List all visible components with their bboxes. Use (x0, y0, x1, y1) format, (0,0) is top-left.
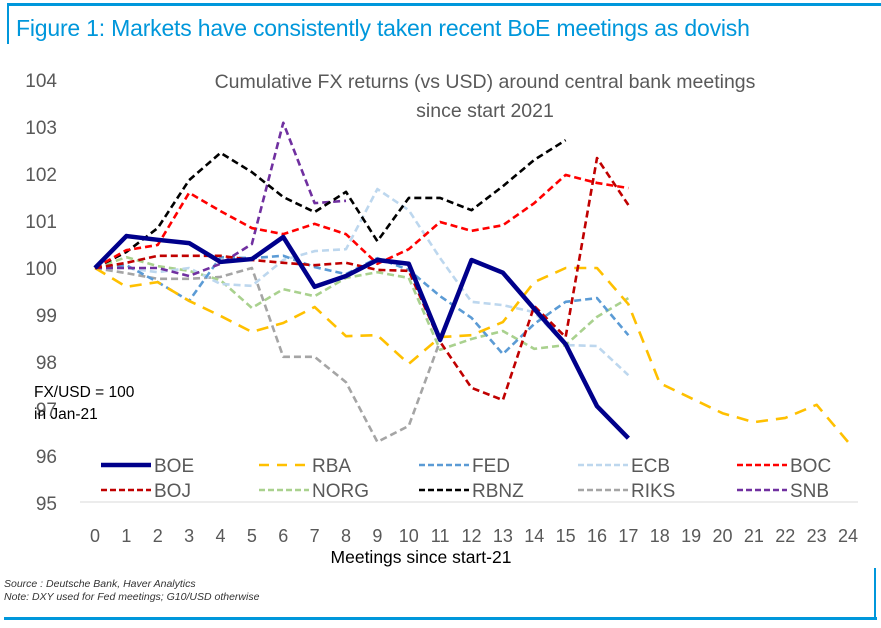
series-line-snb (95, 121, 347, 278)
x-tick-label: 16 (587, 526, 607, 546)
series-line-rbnz (94, 139, 567, 270)
x-tick-label: 17 (618, 526, 638, 546)
legend-label-norg: NORG (312, 481, 369, 502)
x-tick-label: 10 (399, 526, 419, 546)
series-line-rba (94, 266, 849, 443)
x-tick-label: 4 (215, 526, 225, 546)
x-tick-label: 0 (90, 526, 100, 546)
y-tick-label: 102 (25, 165, 57, 186)
legend-label-rba: RBA (312, 456, 351, 477)
chart-title-line-2: since start 2021 (416, 100, 554, 122)
figure-title: Figure 1: Markets have consistently take… (16, 15, 750, 41)
y-axis: 95 96 97 98 99 100 101 102 103 104 (25, 71, 57, 515)
x-tick-label: 14 (524, 526, 544, 546)
figure-title-rule (7, 6, 9, 44)
x-tick-label: 21 (744, 526, 764, 546)
x-tick-label: 3 (184, 526, 194, 546)
x-tick-label: 8 (341, 526, 351, 546)
source-text: Source : Deutsche Bank, Haver Analytics (4, 578, 196, 590)
y-tick-label: 103 (25, 118, 57, 139)
legend-label-boj: BOJ (154, 481, 191, 502)
x-tick-label: 24 (838, 526, 858, 546)
y-tick-label: 104 (25, 71, 57, 92)
x-tick-label: 1 (121, 526, 131, 546)
x-tick-label: 23 (807, 526, 827, 546)
y-tick-label: 101 (25, 212, 57, 233)
line-chart: Cumulative FX returns (vs USD) around ce… (25, 71, 858, 567)
legend-label-rbnz: RBNZ (472, 481, 524, 502)
x-tick-label: 9 (372, 526, 382, 546)
x-tick-label: 11 (431, 526, 450, 546)
series-line-norg (94, 255, 630, 352)
x-tick-label: 15 (556, 526, 576, 546)
figure-top-rule (7, 3, 881, 6)
series-line-riks (94, 266, 442, 444)
note-text: Note: DXY used for Fed meetings; G10/USD… (4, 591, 260, 603)
series-line-boe (93, 233, 630, 440)
figure-bottom-rule (4, 617, 877, 620)
y-tick-label: 100 (25, 259, 57, 280)
x-tick-label: 12 (461, 526, 481, 546)
y-tick-label: 95 (36, 494, 57, 515)
annotation-line-1: FX/USD = 100 (34, 384, 135, 401)
legend-label-riks: RIKS (631, 481, 675, 502)
x-axis: 0 1 2 3 4 5 6 7 8 9 10 11 12 13 14 15 16 17 18 19 20 21 22 23 24 (90, 526, 858, 546)
legend-label-fed: FED (472, 456, 510, 477)
x-tick-label: 2 (153, 526, 163, 546)
chart-title-line-1: Cumulative FX returns (vs USD) around ce… (215, 71, 756, 93)
legend-label-boc: BOC (790, 456, 831, 477)
x-tick-label: 13 (493, 526, 513, 546)
x-tick-label: 6 (278, 526, 288, 546)
y-tick-label: 99 (36, 306, 57, 327)
series-lines (93, 121, 849, 444)
annotation-line-2: in Jan-21 (34, 406, 98, 423)
x-tick-label: 22 (775, 526, 795, 546)
legend-label-boe: BOE (154, 456, 194, 477)
y-tick-label: 97 (36, 400, 57, 421)
x-tick-label: 19 (681, 526, 701, 546)
footer-right-rule (874, 568, 876, 618)
x-tick-label: 5 (247, 526, 257, 546)
x-tick-label: 20 (712, 526, 732, 546)
series-line-boc (94, 173, 629, 270)
y-tick-label: 98 (36, 353, 57, 374)
legend-label-ecb: ECB (631, 456, 670, 477)
source-notes: Source : Deutsche Bank, Haver Analytics … (4, 578, 259, 604)
legend-label-snb: SNB (790, 481, 829, 502)
y-tick-label: 96 (36, 447, 57, 468)
legend: BOE RBA FED ECB BOC BOJ NORG RBNZ RIKS SNB (101, 456, 831, 502)
x-tick-label: 7 (310, 526, 320, 546)
x-tick-label: 18 (650, 526, 670, 546)
x-axis-label: Meetings since start-21 (331, 547, 512, 567)
